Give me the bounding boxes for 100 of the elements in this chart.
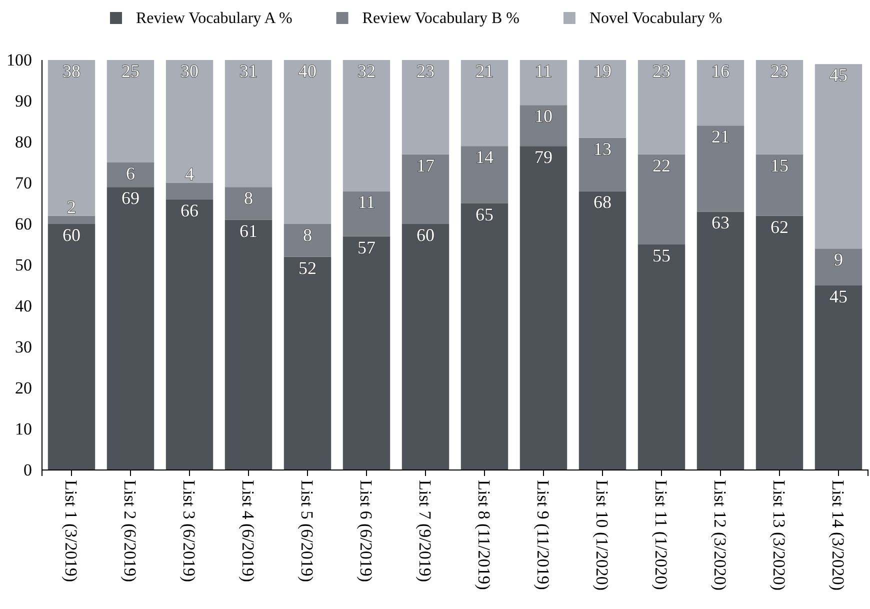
bar xyxy=(284,60,332,224)
data-label: 11 xyxy=(534,61,552,81)
bar xyxy=(460,60,508,146)
bar xyxy=(460,204,508,470)
x-tick-label: List 7 (9/2019) xyxy=(416,480,435,582)
data-label: 32 xyxy=(358,61,376,81)
data-label: 30 xyxy=(180,61,198,81)
data-label: 19 xyxy=(594,61,612,81)
bar xyxy=(578,60,626,138)
bar xyxy=(166,199,214,470)
bar xyxy=(638,154,686,244)
data-label: 25 xyxy=(122,61,140,81)
x-tick-label: List 2 (6/2019) xyxy=(120,480,140,582)
bar xyxy=(342,60,390,192)
y-tick-label: 10 xyxy=(15,419,32,438)
y-tick-label: 20 xyxy=(15,378,32,398)
data-label: 69 xyxy=(122,188,140,208)
data-label: 62 xyxy=(770,216,788,237)
bar xyxy=(402,224,450,470)
bar xyxy=(284,256,332,470)
data-label: 9 xyxy=(834,250,843,270)
y-tick-label: 90 xyxy=(15,91,32,110)
y-tick-label: 0 xyxy=(24,460,32,480)
data-label: 31 xyxy=(240,61,258,81)
data-label: 60 xyxy=(62,225,80,245)
bar xyxy=(696,212,744,470)
bar xyxy=(224,60,272,188)
data-label: 16 xyxy=(712,61,730,81)
bar xyxy=(696,126,744,212)
data-label: 17 xyxy=(416,155,434,176)
bar xyxy=(638,244,686,470)
x-tick-label: List 4 (6/2019) xyxy=(238,480,258,582)
bar xyxy=(224,187,272,220)
data-label: 23 xyxy=(416,61,434,81)
bar xyxy=(756,216,804,470)
x-tick-label: List 12 (3/2020) xyxy=(710,480,730,590)
data-label: 8 xyxy=(244,188,253,208)
bar xyxy=(814,248,862,286)
bar xyxy=(48,224,96,470)
bar xyxy=(756,60,804,154)
y-tick-label: 60 xyxy=(15,214,32,234)
data-label: 66 xyxy=(180,200,198,220)
x-tick-label: List 3 (6/2019) xyxy=(180,480,199,582)
data-label: 8 xyxy=(303,225,312,245)
y-tick-label: 50 xyxy=(15,255,32,274)
data-label: 68 xyxy=(594,192,612,212)
y-tick-label: 70 xyxy=(15,173,32,192)
x-tick-label: List 11 (1/2020) xyxy=(652,480,671,590)
data-label: 79 xyxy=(534,147,552,168)
data-label: 63 xyxy=(712,212,730,233)
y-tick-label: 80 xyxy=(15,132,32,152)
data-label: 11 xyxy=(358,192,376,212)
data-label: 60 xyxy=(416,225,434,245)
data-label: 55 xyxy=(652,246,670,266)
bar xyxy=(284,224,332,257)
x-tick-label: List 14 (3/2020) xyxy=(828,480,848,590)
data-label: 23 xyxy=(770,61,788,81)
y-tick-label: 30 xyxy=(15,337,32,356)
bar xyxy=(756,154,804,216)
data-label: 10 xyxy=(534,106,552,126)
bar xyxy=(342,236,390,470)
bar xyxy=(696,60,744,126)
bar xyxy=(166,60,214,183)
bar xyxy=(520,105,568,146)
bar xyxy=(520,146,568,470)
data-label: 40 xyxy=(298,61,316,81)
bar xyxy=(342,191,390,236)
bar xyxy=(460,146,508,204)
x-tick-label: List 6 (6/2019) xyxy=(356,480,376,582)
data-label: 15 xyxy=(770,155,788,176)
data-label: 4 xyxy=(185,164,194,184)
data-label: 2 xyxy=(67,196,76,217)
data-label: 21 xyxy=(476,61,494,81)
data-label: 21 xyxy=(712,126,730,147)
data-label: 22 xyxy=(652,155,670,176)
bar xyxy=(578,138,626,192)
legend-label: Review Vocabulary A % xyxy=(136,10,292,27)
data-label: 6 xyxy=(126,164,135,184)
data-label: 45 xyxy=(830,286,848,306)
x-tick-label: List 1 (3/2019) xyxy=(62,480,81,582)
data-label: 13 xyxy=(594,138,612,159)
legend-label: Novel Vocabulary % xyxy=(589,10,722,27)
data-label: 65 xyxy=(476,204,494,224)
bar xyxy=(106,60,154,162)
bar xyxy=(106,162,154,188)
y-tick-label: 100 xyxy=(6,50,32,70)
x-tick-label: List 13 (3/2020) xyxy=(770,480,789,590)
x-tick-label: List 8 (11/2019) xyxy=(474,480,494,590)
bar xyxy=(166,183,214,200)
x-tick-label: List 5 (6/2019) xyxy=(298,480,317,582)
bar xyxy=(638,60,686,154)
data-label: 52 xyxy=(298,258,316,278)
bar xyxy=(402,60,450,154)
y-tick-label: 40 xyxy=(15,296,32,316)
data-label: 38 xyxy=(62,61,80,81)
bar xyxy=(814,286,862,470)
data-label: 45 xyxy=(830,65,848,86)
bar xyxy=(48,60,96,216)
data-label: 14 xyxy=(476,147,494,168)
bar xyxy=(814,64,862,249)
